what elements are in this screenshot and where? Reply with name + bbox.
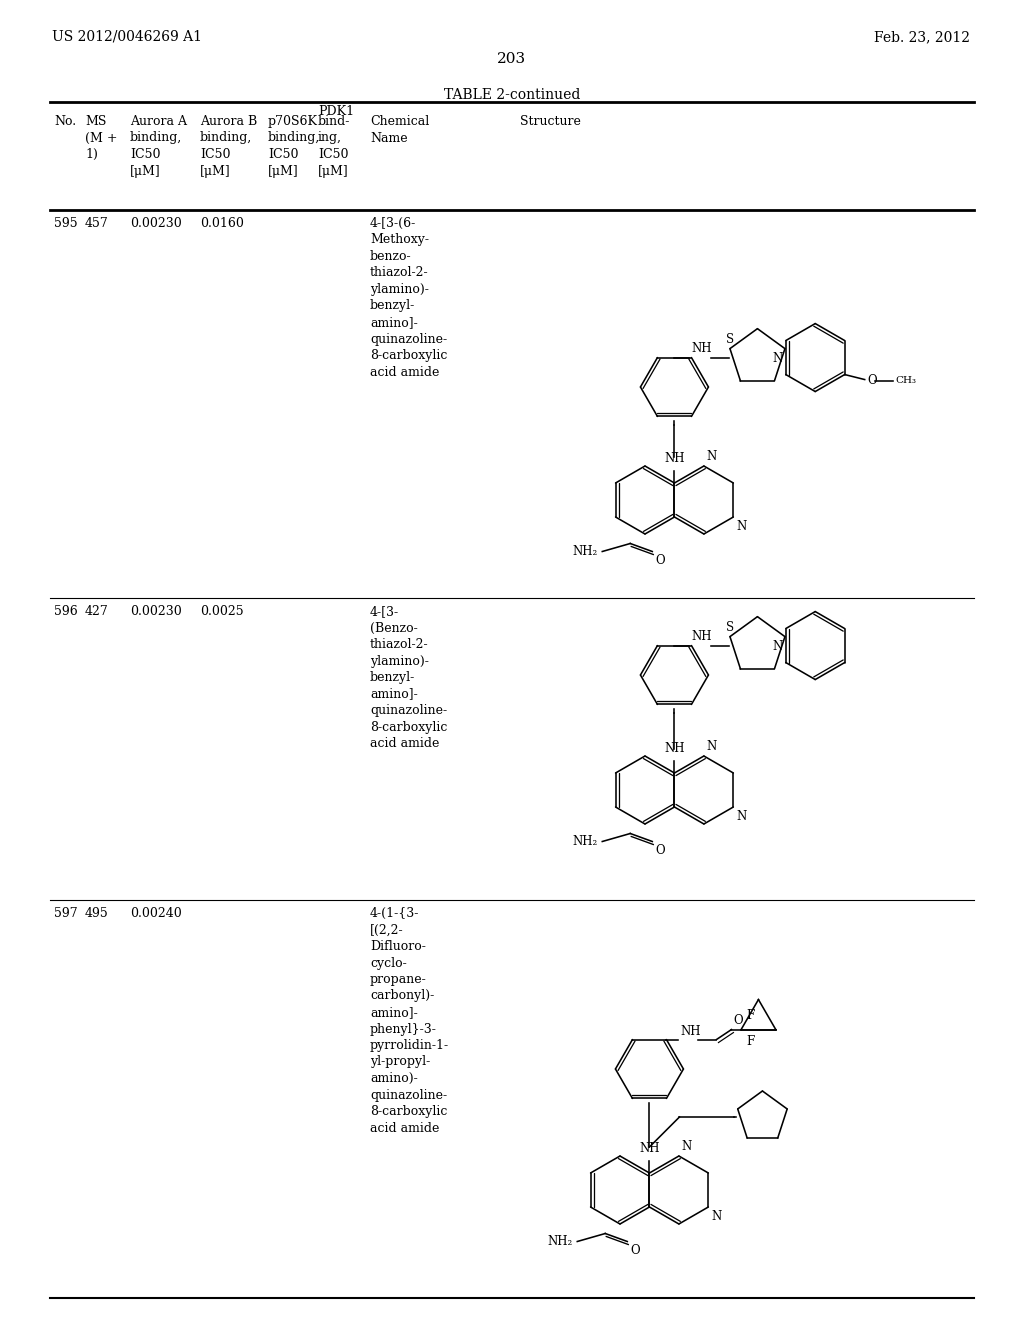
Text: Chemical
Name: Chemical Name <box>370 115 429 144</box>
Text: N: N <box>712 1210 722 1224</box>
Text: 0.00230: 0.00230 <box>130 216 181 230</box>
Text: Aurora B
binding,
IC50
[μM]: Aurora B binding, IC50 [μM] <box>200 115 257 177</box>
Text: Feb. 23, 2012: Feb. 23, 2012 <box>874 30 970 44</box>
Text: S: S <box>726 620 734 634</box>
Text: 427: 427 <box>85 605 109 618</box>
Text: 0.00240: 0.00240 <box>130 907 181 920</box>
Text: O: O <box>655 553 665 566</box>
Text: 0.00230: 0.00230 <box>130 605 181 618</box>
Text: N: N <box>707 450 717 463</box>
Text: 4-(1-{3-
[(2,2-
Difluoro-
cyclo-
propane-
carbonyl)-
amino]-
phenyl}-3-
pyrrolid: 4-(1-{3- [(2,2- Difluoro- cyclo- propane… <box>370 907 450 1134</box>
Text: p70S6K
binding,
IC50
[μM]: p70S6K binding, IC50 [μM] <box>268 115 321 177</box>
Text: N: N <box>773 351 783 364</box>
Text: O: O <box>733 1014 743 1027</box>
Text: NH: NH <box>665 742 685 755</box>
Text: bind-
ing,
IC50
[μM]: bind- ing, IC50 [μM] <box>318 115 350 177</box>
Text: 0.0160: 0.0160 <box>200 216 244 230</box>
Text: No.: No. <box>54 115 76 128</box>
Text: O: O <box>631 1243 640 1257</box>
Text: US 2012/0046269 A1: US 2012/0046269 A1 <box>52 30 202 44</box>
Text: N: N <box>736 520 746 533</box>
Text: Aurora A
binding,
IC50
[μM]: Aurora A binding, IC50 [μM] <box>130 115 187 177</box>
Text: MS
(M +
1): MS (M + 1) <box>85 115 118 161</box>
Text: 4-[3-
(Benzo-
thiazol-2-
ylamino)-
benzyl-
amino]-
quinazoline-
8-carboxylic
aci: 4-[3- (Benzo- thiazol-2- ylamino)- benzy… <box>370 605 447 750</box>
Text: O: O <box>655 843 665 857</box>
Text: 495: 495 <box>85 907 109 920</box>
Text: 203: 203 <box>498 51 526 66</box>
Text: NH: NH <box>639 1142 659 1155</box>
Text: Structure: Structure <box>520 115 581 128</box>
Text: O: O <box>867 374 878 387</box>
Text: S: S <box>726 333 734 346</box>
Text: NH: NH <box>691 342 712 355</box>
Text: F: F <box>746 1008 755 1022</box>
Text: N: N <box>773 640 783 652</box>
Text: N: N <box>736 810 746 822</box>
Text: PDK1: PDK1 <box>318 106 354 117</box>
Text: NH₂: NH₂ <box>572 545 597 558</box>
Text: TABLE 2-continued: TABLE 2-continued <box>443 88 581 102</box>
Text: N: N <box>707 741 717 752</box>
Text: NH: NH <box>665 451 685 465</box>
Text: NH₂: NH₂ <box>547 1236 572 1247</box>
Text: 597: 597 <box>54 907 78 920</box>
Text: CH₃: CH₃ <box>896 376 916 385</box>
Text: 596: 596 <box>54 605 78 618</box>
Text: 0.0025: 0.0025 <box>200 605 244 618</box>
Text: N: N <box>682 1140 692 1152</box>
Text: 595: 595 <box>54 216 78 230</box>
Text: NH₂: NH₂ <box>572 836 597 847</box>
Text: 4-[3-(6-
Methoxy-
benzo-
thiazol-2-
ylamino)-
benzyl-
amino]-
quinazoline-
8-car: 4-[3-(6- Methoxy- benzo- thiazol-2- ylam… <box>370 216 447 379</box>
Text: NH: NH <box>680 1024 701 1038</box>
Text: NH: NH <box>691 630 712 643</box>
Text: F: F <box>746 1035 755 1048</box>
Text: 457: 457 <box>85 216 109 230</box>
